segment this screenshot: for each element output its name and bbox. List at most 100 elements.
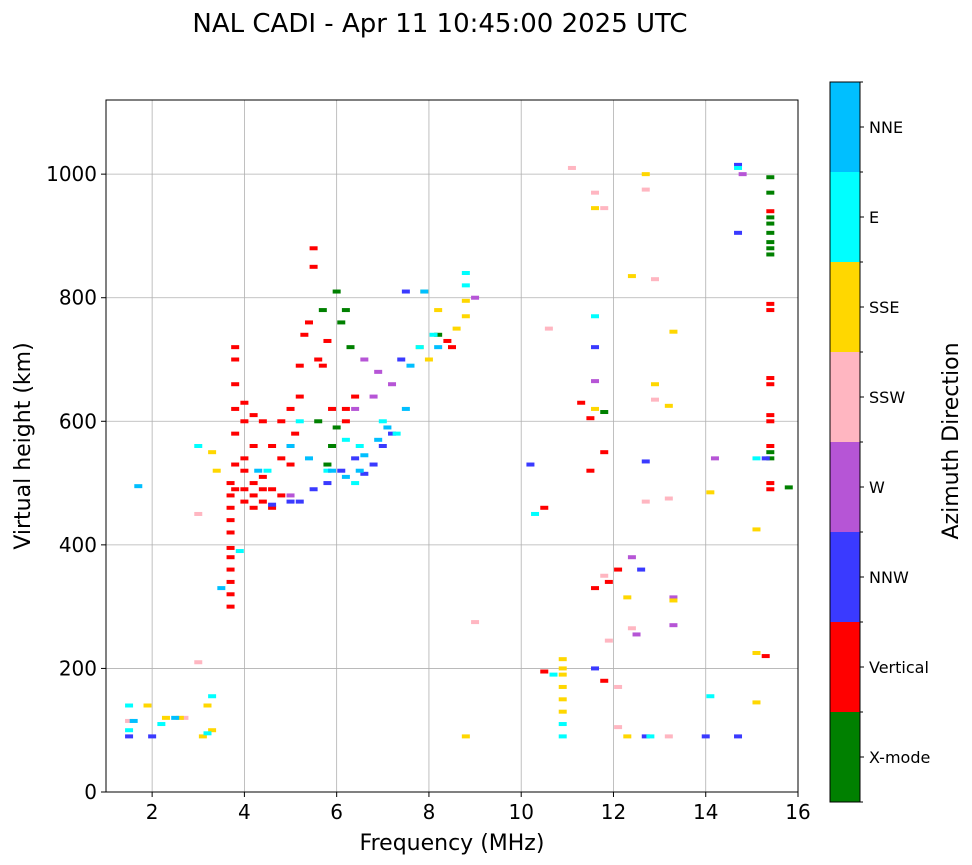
data-point-vertical xyxy=(258,474,267,479)
x-tick-label: 14 xyxy=(693,800,718,824)
data-point-nnw xyxy=(323,481,332,486)
data-point-e xyxy=(235,549,244,554)
data-point-e xyxy=(415,345,424,350)
data-point-vertical xyxy=(448,345,456,350)
colorbar-segment xyxy=(830,262,860,352)
data-point-e xyxy=(157,722,166,727)
data-point-vertical xyxy=(295,394,304,399)
data-point-e xyxy=(461,283,470,288)
x-tick-label: 2 xyxy=(146,800,159,824)
data-point-e xyxy=(558,722,567,727)
data-point-nne xyxy=(171,715,180,720)
data-point-vertical xyxy=(240,487,249,492)
colorbar-segment xyxy=(830,712,860,802)
data-point-e xyxy=(323,468,332,473)
data-point-nnw xyxy=(369,462,378,467)
data-point-w xyxy=(369,394,378,399)
data-point-sse xyxy=(558,666,567,671)
data-point-w xyxy=(632,632,641,637)
data-point-vertical xyxy=(249,493,258,498)
x-tick-label: 4 xyxy=(238,800,251,824)
data-point-x-mode xyxy=(766,190,775,195)
data-point-ssw xyxy=(664,496,673,501)
data-point-nne xyxy=(129,718,138,723)
data-point-vertical xyxy=(231,357,240,362)
colorbar-segment xyxy=(830,532,860,622)
colorbar: X-mode Vertical NNW W SSW SSE E NNE xyxy=(829,81,930,803)
data-point-nnw xyxy=(734,230,743,235)
data-point-ssw xyxy=(125,718,134,723)
plot-frame xyxy=(105,99,799,793)
data-point-nne xyxy=(304,456,313,461)
data-point-vertical xyxy=(341,406,350,411)
data-point-vertical xyxy=(286,406,295,411)
data-point-vertical xyxy=(226,493,235,498)
data-point-e xyxy=(531,511,540,516)
colorbar-label: Azimuth Direction xyxy=(939,342,964,539)
data-point-vertical xyxy=(249,444,258,448)
data-point-w xyxy=(710,456,719,461)
data-point-nnw xyxy=(701,734,710,739)
data-point-e xyxy=(125,703,134,708)
data-point-sse xyxy=(461,298,470,303)
data-point-sse xyxy=(175,715,184,720)
data-point-nne xyxy=(434,345,443,350)
data-point-w xyxy=(388,382,397,387)
data-point-nnw xyxy=(641,459,650,464)
data-point-ssw xyxy=(180,715,189,720)
data-point-sse xyxy=(591,206,600,211)
data-point-nne xyxy=(134,484,143,489)
data-point-x-mode xyxy=(318,308,327,313)
data-point-vertical xyxy=(600,678,609,683)
data-point-sse xyxy=(461,734,470,739)
data-point-nne xyxy=(217,586,226,591)
data-point-vertical xyxy=(540,669,549,674)
data-point-e xyxy=(429,332,438,337)
colorbar-tick-label: SSW xyxy=(869,388,905,407)
data-point-nne xyxy=(401,406,410,411)
data-point-ssw xyxy=(591,190,600,195)
x-axis-label: Frequency (MHz) xyxy=(360,831,545,856)
data-point-nnw xyxy=(591,345,600,350)
data-point-sse xyxy=(208,728,217,733)
data-point-e xyxy=(208,694,217,699)
data-point-e xyxy=(355,444,364,448)
x-tick-label: 16 xyxy=(785,800,810,824)
data-point-x-mode xyxy=(766,252,775,257)
data-point-vertical xyxy=(268,505,277,510)
data-point-nnw xyxy=(337,468,346,473)
data-point-sse xyxy=(424,357,433,362)
colorbar-tick-label: E xyxy=(869,208,879,227)
data-point-vertical xyxy=(240,419,249,424)
data-point-sse xyxy=(558,657,567,662)
data-point-vertical xyxy=(249,505,258,510)
data-point-sse xyxy=(627,274,636,279)
data-point-ssw xyxy=(471,620,480,625)
data-point-sse xyxy=(664,403,673,408)
data-point-nne xyxy=(420,289,429,294)
y-tick-label: 800 xyxy=(59,286,97,310)
data-point-sse xyxy=(558,684,567,689)
data-point-vertical xyxy=(240,400,249,405)
chart-title: NAL CADI - Apr 11 10:45:00 2025 UTC xyxy=(192,9,687,39)
data-point-vertical xyxy=(226,481,235,486)
data-point-sse xyxy=(558,672,567,677)
data-point-vertical xyxy=(614,567,623,572)
data-point-vertical xyxy=(761,654,770,659)
data-point-sse xyxy=(706,490,715,495)
data-point-x-mode xyxy=(314,419,323,424)
data-point-x-mode xyxy=(332,425,341,430)
colorbar-tick-label: NNE xyxy=(869,118,903,137)
data-point-vertical xyxy=(277,456,286,461)
data-point-nnw xyxy=(591,666,600,671)
data-point-nne xyxy=(355,468,364,473)
data-point-nne xyxy=(254,468,263,473)
x-axis-ticks: 2 4 6 8 10 12 14 16 xyxy=(146,792,811,824)
data-point-sse xyxy=(650,382,659,387)
data-point-vertical xyxy=(341,419,350,424)
data-point-nnw xyxy=(286,499,295,504)
y-tick-label: 1000 xyxy=(46,162,97,186)
data-point-w xyxy=(591,379,600,384)
data-point-x-mode xyxy=(766,246,775,251)
